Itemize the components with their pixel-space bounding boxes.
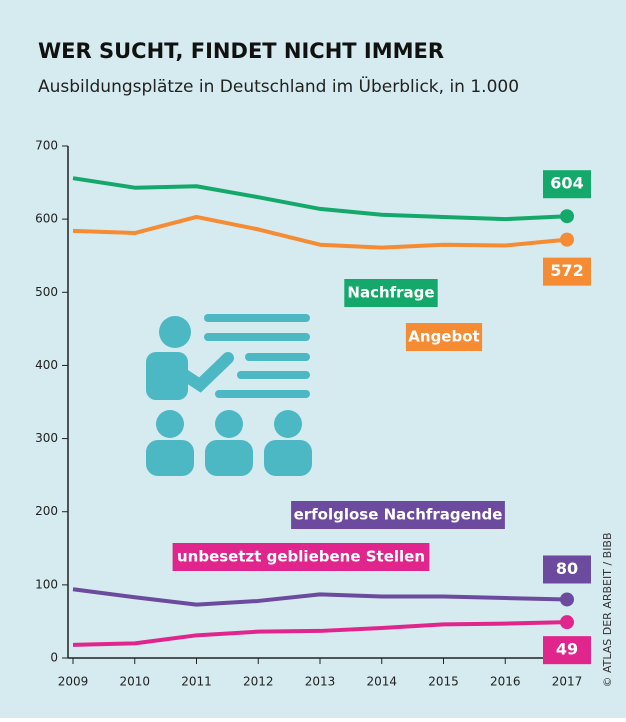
- series-line: [72, 214, 568, 250]
- legend-label: erfolglose Nachfragende: [294, 506, 503, 524]
- chart-title: WER SUCHT, FINDET NICHT IMMER: [38, 39, 444, 63]
- y-tick-label: 600: [35, 212, 58, 226]
- value-label: 80: [556, 559, 578, 578]
- series-line: [72, 176, 568, 222]
- legend-label: Nachfrage: [347, 284, 434, 302]
- source: © ATLAS DER ARBEIT / BIBB: [601, 532, 614, 687]
- x-tick-label: 2010: [119, 675, 150, 689]
- x-tick-label: 2017: [552, 675, 583, 689]
- chart-subtitle: Ausbildungsplätze in Deutschland im Über…: [38, 75, 519, 97]
- x-tick-label: 2011: [181, 675, 212, 689]
- value-label: 49: [556, 640, 578, 659]
- x-tick-label: 2015: [428, 675, 459, 689]
- series-line: [72, 587, 568, 607]
- x-tick-label: 2014: [366, 675, 397, 689]
- end-point: [560, 615, 574, 630]
- legend-label: unbesetzt gebliebene Stellen: [177, 548, 425, 566]
- x-tick-label: 2016: [490, 675, 521, 689]
- y-tick-label: 700: [35, 139, 58, 153]
- value-label-box: [543, 257, 591, 286]
- legend-box: [172, 543, 430, 571]
- y-tick-label: 200: [35, 504, 58, 518]
- y-tick-label: 500: [35, 285, 58, 299]
- value-label: 572: [550, 261, 583, 280]
- end-point: [560, 209, 574, 224]
- y-tick-label: 0: [50, 651, 58, 665]
- value-label-box: [543, 636, 591, 665]
- end-point: [560, 232, 574, 247]
- value-label-box: [543, 555, 591, 584]
- legend-label: Angebot: [408, 328, 479, 346]
- legend-box: [405, 323, 483, 351]
- series-line: [72, 620, 568, 647]
- y-tick-label: 100: [35, 577, 58, 591]
- value-label: 604: [550, 174, 583, 193]
- x-tick-label: 2012: [243, 675, 274, 689]
- y-tick-label: 300: [35, 431, 58, 445]
- icon: [146, 314, 312, 476]
- value-label-box: [543, 170, 591, 199]
- legend-box: [291, 501, 505, 529]
- end-point: [560, 592, 574, 607]
- x-tick-label: 2013: [305, 675, 336, 689]
- x-tick-label: 2009: [58, 675, 89, 689]
- y-tick-label: 400: [35, 358, 58, 372]
- legend-box: [344, 279, 438, 307]
